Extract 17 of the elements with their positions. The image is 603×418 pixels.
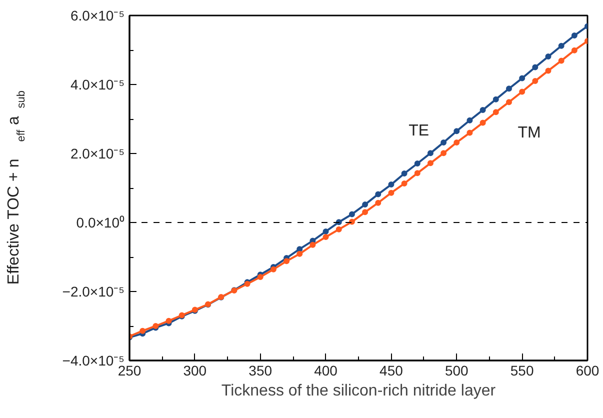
y-tick-label: 2.0×10⁻⁵ xyxy=(70,146,124,162)
series-label: TM xyxy=(518,124,541,142)
x-tick-label: 350 xyxy=(248,362,272,378)
y-tick-label: 0.0×10⁰ xyxy=(76,214,125,230)
x-tick-label: 400 xyxy=(314,362,338,378)
y-tick-label: −2.0×10⁻⁵ xyxy=(62,284,125,300)
x-tick-label: 300 xyxy=(183,362,207,378)
x-tick-label: 500 xyxy=(444,362,469,378)
x-tick-label: 250 xyxy=(118,362,142,378)
y-axis-title: Effective TOC + neff asub xyxy=(6,90,28,285)
x-tick-label: 550 xyxy=(510,362,534,378)
x-tick-label: 450 xyxy=(380,362,404,378)
series-label: TE xyxy=(408,122,430,140)
y-tick-label: 4.0×10⁻⁵ xyxy=(70,76,124,92)
x-tick-label: 600 xyxy=(576,362,600,378)
y-tick-label: 6.0×10⁻⁵ xyxy=(70,8,124,24)
x-axis-title: Tickness of the silicon-rich nitride layer xyxy=(221,382,496,400)
